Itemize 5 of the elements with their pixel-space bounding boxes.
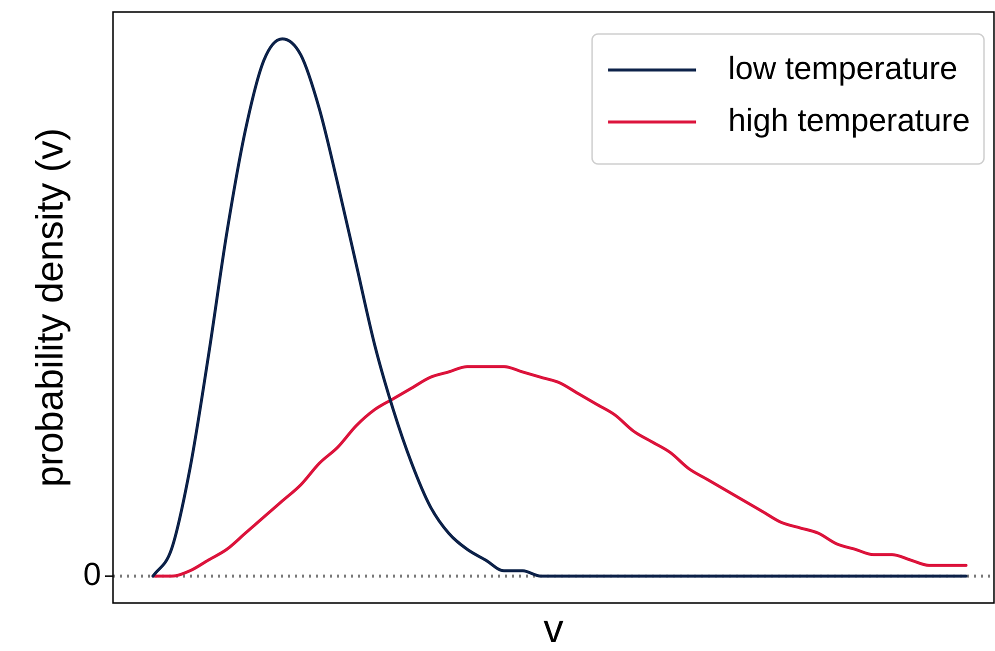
legend-label: high temperature bbox=[728, 102, 970, 138]
ref-line-label: 0 bbox=[83, 556, 101, 592]
y-axis-title: probability density (v) bbox=[29, 128, 72, 488]
legend-label: low temperature bbox=[728, 50, 958, 86]
x-axis-title: v bbox=[544, 607, 564, 651]
